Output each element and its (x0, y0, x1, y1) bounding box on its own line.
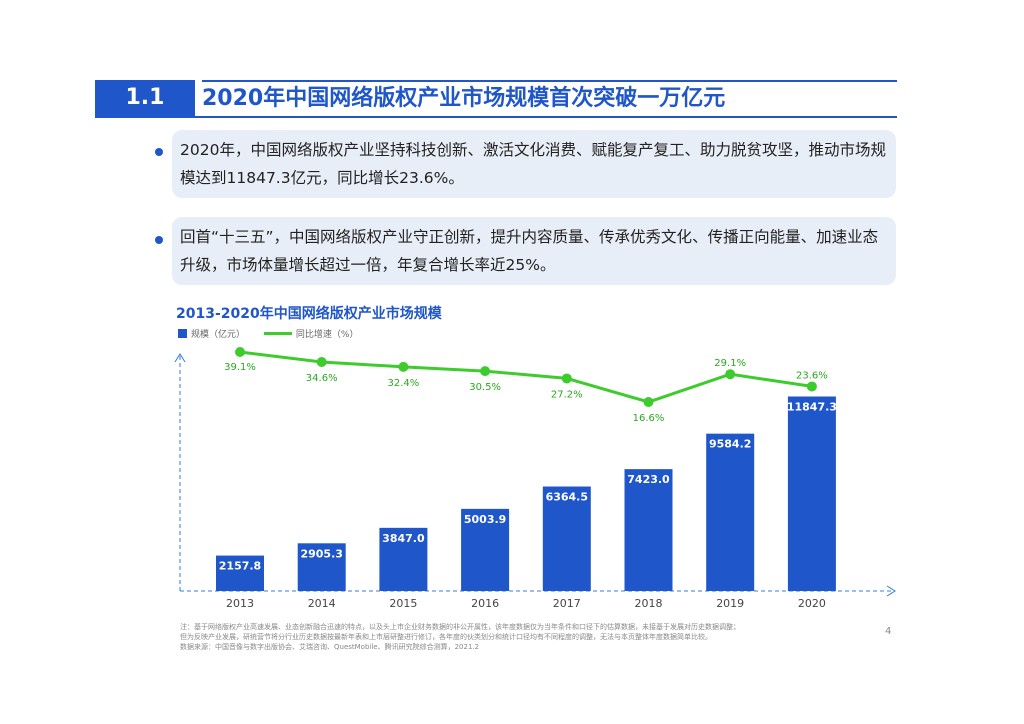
growth-label-2019: 29.1% (714, 358, 746, 369)
bar-label-2013: 2157.8 (219, 560, 261, 573)
chart-title: 2013-2020年中国网络版权产业市场规模 (176, 306, 442, 322)
bar-2019 (706, 433, 755, 591)
bar-label-2019: 9584.2 (709, 438, 751, 451)
growth-label-2018: 16.6% (633, 413, 665, 424)
bar-2018 (624, 469, 673, 591)
legend-line-swatch (263, 332, 292, 335)
growth-label-2013: 39.1% (224, 362, 256, 373)
section-header: 1.1 2020年中国网络版权产业市场规模首次突破一万亿元 (95, 80, 897, 118)
x-tick-label-2014: 2014 (308, 597, 336, 610)
growth-label-2016: 30.5% (469, 382, 501, 393)
bar-2014 (297, 543, 346, 591)
bullet-box-2: 回首“十三五”，中国网络版权产业守正创新，提升内容质量、传承优秀文化、传播正向能… (172, 217, 896, 285)
x-tick-label-2013: 2013 (226, 597, 254, 610)
growth-point-2019 (725, 369, 736, 380)
bullet-dot (155, 236, 163, 244)
growth-point-2016 (480, 366, 491, 377)
legend-line-label: 同比增速（%） (295, 330, 359, 340)
bullet-box-1: 2020年，中国网络版权产业坚持科技创新、激活文化消费、赋能复产复工、助力脱贫攻… (172, 130, 896, 198)
growth-label-2020: 23.6% (796, 370, 828, 381)
growth-point-2017 (561, 373, 572, 384)
bar-label-2020: 11847.3 (787, 401, 837, 414)
growth-point-2018 (643, 397, 654, 407)
page-title: 2020年中国网络版权产业市场规模首次突破一万亿元 (202, 80, 897, 116)
growth-label-2015: 32.4% (388, 378, 420, 389)
bullet-dot (155, 148, 163, 156)
page-number: 4 (885, 626, 892, 637)
bar-label-2016: 5003.9 (464, 513, 506, 526)
legend-bar-label: 规模（亿元） (191, 330, 246, 340)
bar-label-2015: 3847.0 (382, 532, 425, 545)
x-tick-label-2017: 2017 (553, 597, 581, 610)
bar-2017 (542, 486, 591, 591)
y-axis-arrow (174, 353, 186, 363)
footnote-line-1: 注：基于网络版权产业高速发展、业态创新融合迅速的特点，以及头上市企业财务数据的非… (180, 623, 740, 631)
x-tick-label-2015: 2015 (389, 597, 417, 610)
x-tick-label-2018: 2018 (635, 597, 663, 610)
x-tick-label-2020: 2020 (798, 597, 826, 610)
section-number: 1.1 (95, 80, 195, 116)
bar-2016 (461, 508, 510, 591)
growth-rate-line (239, 350, 813, 404)
footnote: 注：基于网络版权产业高速发展、业态创新融合迅速的特点，以及头上市企业财务数据的非… (180, 622, 840, 652)
x-tick-label-2019: 2019 (716, 597, 744, 610)
bullet-text-1: 2020年，中国网络版权产业坚持科技创新、激活文化消费、赋能复产复工、助力脱贫攻… (180, 141, 886, 187)
bar-2013 (216, 555, 264, 591)
growth-point-2014 (316, 357, 327, 367)
growth-label-2014: 34.6% (306, 373, 338, 384)
growth-point-2013 (235, 347, 245, 357)
bar-2020 (787, 396, 836, 591)
x-axis-arrow (886, 585, 896, 597)
bar-label-2018: 7423.0 (627, 473, 670, 486)
bar-label-2014: 2905.3 (300, 547, 342, 560)
growth-point-2020 (806, 381, 817, 392)
footnote-line-2: 但为反映产业发展，研统营节将分行业历史数据按最新年表和上市层研整进行修订，各年度… (180, 633, 712, 641)
chart-legend: 规模（亿元） 同比增速（%） (178, 327, 358, 340)
x-tick-label-2016: 2016 (471, 597, 499, 610)
footnote-line-3: 数据来源：中国音像与数字出版协会、艾瑞咨询、QuestMobile、腾讯研究院综… (180, 643, 480, 651)
bar-label-2017: 6364.5 (546, 491, 588, 504)
growth-point-2015 (398, 361, 409, 372)
bullet-text-2: 回首“十三五”，中国网络版权产业守正创新，提升内容质量、传承优秀文化、传播正向能… (180, 228, 879, 274)
growth-label-2017: 27.2% (551, 389, 583, 400)
bar-2015 (379, 527, 428, 591)
legend-bar-swatch (178, 329, 187, 338)
